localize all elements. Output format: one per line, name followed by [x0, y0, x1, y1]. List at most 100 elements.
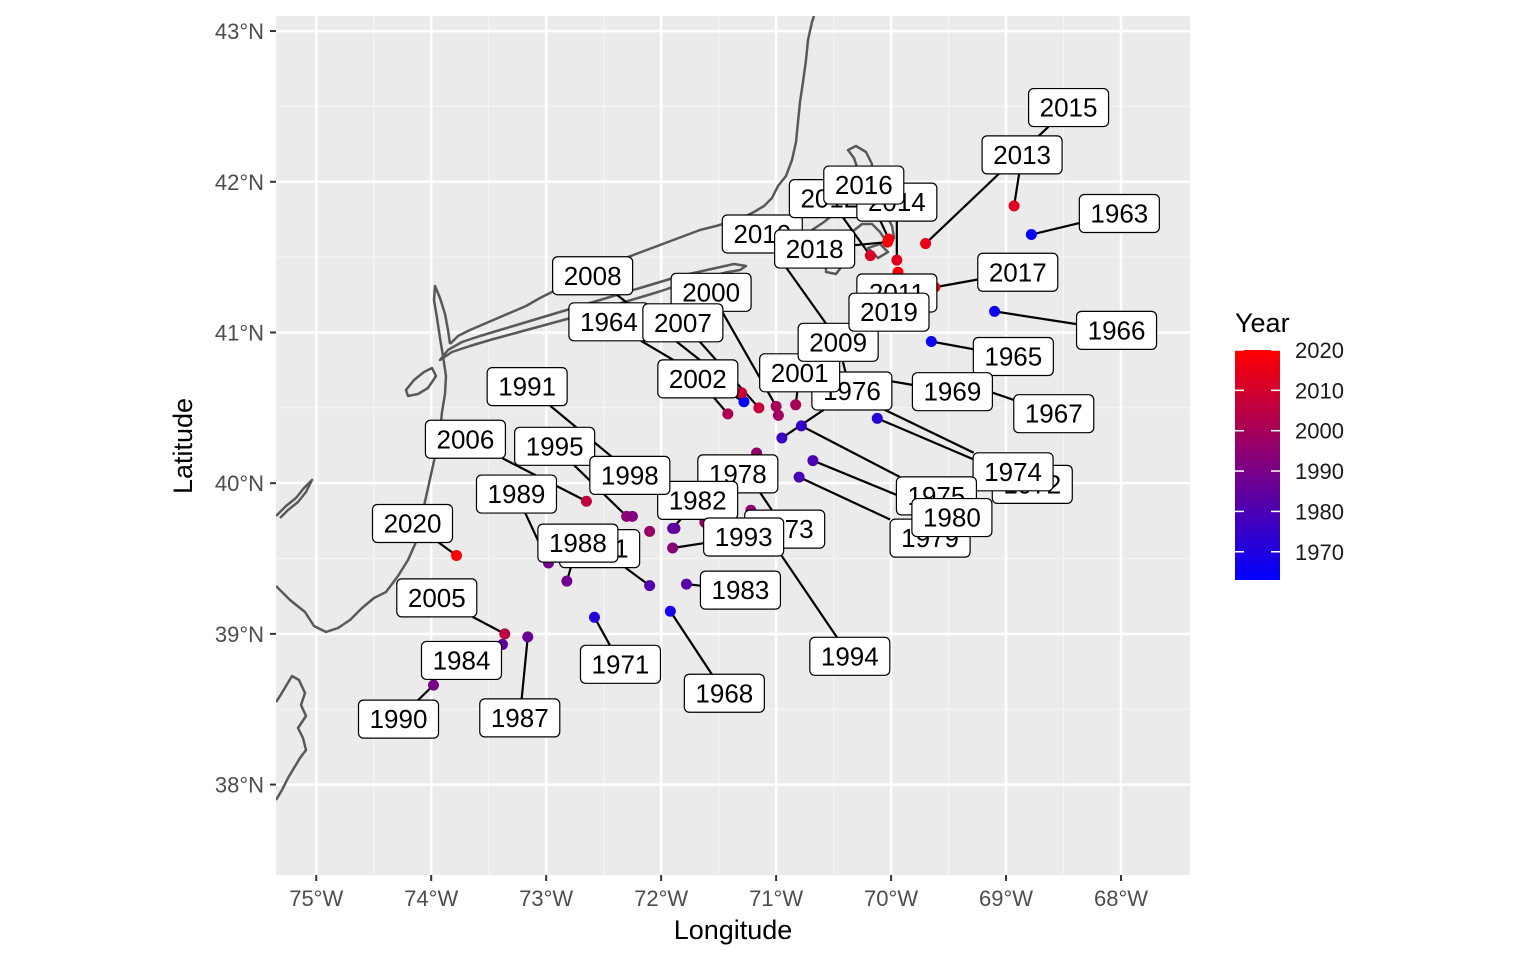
- point-label: 1964: [568, 302, 650, 342]
- legend-tick-label: 1990: [1295, 459, 1344, 484]
- point-label-box: [552, 256, 634, 296]
- legend-tick-label: 1970: [1295, 540, 1344, 565]
- point-label-text: 2018: [786, 234, 844, 264]
- point-label: 1991: [486, 367, 568, 407]
- legend-colorbar: [1235, 350, 1280, 580]
- data-point: [864, 250, 876, 262]
- data-point: [580, 495, 592, 507]
- point-label: 1965: [972, 336, 1054, 377]
- point-label-box: [774, 229, 856, 269]
- point-label: 1990: [357, 699, 440, 739]
- label-leader-line: [669, 610, 713, 675]
- data-point: [451, 550, 463, 562]
- point-label-text: 2000: [682, 277, 740, 307]
- point-label-text: 1995: [526, 431, 584, 461]
- point-label: 2017: [977, 252, 1059, 292]
- legend-tick-label: 2000: [1295, 419, 1344, 444]
- x-tick-label: 68°W: [1094, 886, 1148, 911]
- point-label: 1968: [683, 673, 765, 713]
- data-point: [882, 236, 894, 248]
- data-point: [722, 408, 734, 420]
- y-tick-label: 43°N: [215, 19, 264, 44]
- point-label-text: 1980: [923, 503, 981, 533]
- point-label-box: [683, 673, 765, 713]
- y-tick-label: 38°N: [215, 773, 264, 798]
- y-tick-label: 41°N: [215, 320, 264, 345]
- point-label-box: [657, 359, 739, 399]
- point-label-text: 1984: [433, 645, 491, 675]
- data-point: [770, 400, 782, 412]
- point-label: 1984: [420, 640, 503, 681]
- x-tick-label: 71°W: [749, 886, 803, 911]
- data-point: [989, 305, 1001, 317]
- point-label: 1987: [479, 698, 561, 738]
- label-leader-line: [800, 424, 901, 478]
- data-point: [891, 254, 903, 266]
- point-label-box: [537, 523, 619, 563]
- x-tick-label: 74°W: [404, 886, 458, 911]
- point-label: 1998: [589, 455, 671, 495]
- point-label: 2015: [1027, 87, 1110, 128]
- point-label-box: [357, 699, 440, 739]
- point-label-text: 1969: [923, 377, 981, 407]
- point-label-box: [396, 578, 478, 618]
- legend-title: Year: [1235, 308, 1290, 338]
- point-label-box: [642, 303, 724, 343]
- legend-ticks: 1970 1980 1990 2000 2010 2020: [1235, 338, 1344, 565]
- data-point: [793, 471, 805, 483]
- label-leader-line: [854, 240, 888, 247]
- data-point: [772, 409, 784, 421]
- point-label-box: [1078, 193, 1160, 234]
- point-label: 1982: [657, 480, 739, 520]
- point-label: 2002: [657, 359, 739, 399]
- point-label-text: 2013: [993, 140, 1051, 170]
- point-label-box: [589, 455, 671, 495]
- point-label-text: 1991: [498, 372, 556, 402]
- point-label-text: 2019: [860, 297, 918, 327]
- point-label: 1980: [911, 497, 993, 538]
- x-tick-label: 72°W: [634, 886, 688, 911]
- point-label-box: [371, 503, 454, 544]
- data-point: [561, 575, 573, 587]
- point-label-box: [579, 644, 662, 684]
- point-label-text: 1994: [821, 641, 879, 671]
- x-axis-title: Longitude: [674, 915, 793, 945]
- y-tick-label: 40°N: [215, 471, 264, 496]
- point-label-box: [1075, 310, 1158, 350]
- data-point: [669, 522, 681, 534]
- point-label-text: 1998: [601, 460, 659, 490]
- point-label-text: 1990: [370, 704, 428, 734]
- point-label-text: 1987: [491, 703, 549, 733]
- point-label: 1974: [972, 452, 1054, 492]
- point-label-box: [703, 517, 785, 557]
- data-point: [795, 420, 807, 432]
- point-label-box: [514, 426, 596, 466]
- point-label-text: 2017: [989, 257, 1047, 287]
- point-label-text: 1993: [715, 522, 773, 552]
- point-label: 2016: [823, 165, 905, 205]
- point-label-text: 1971: [592, 649, 650, 679]
- label-leader-line: [994, 310, 1077, 326]
- point-label: 2007: [642, 303, 724, 343]
- point-label: 1969: [911, 372, 993, 412]
- point-label-text: 1966: [1088, 315, 1146, 345]
- label-leader-line: [520, 636, 529, 699]
- point-label-box: [657, 480, 739, 520]
- point-label-text: 2002: [669, 364, 727, 394]
- point-label-text: 2009: [809, 327, 867, 357]
- y-axis-title: Latitude: [168, 398, 198, 494]
- point-label-box: [911, 497, 993, 538]
- point-label-text: 1968: [695, 678, 753, 708]
- point-label-text: 1963: [1090, 199, 1148, 229]
- point-label: 1989: [475, 474, 558, 514]
- data-point: [920, 238, 932, 250]
- axis-ticks: 75°W 74°W 73°W 72°W 71°W 70°W 69°W 68°W 38°N 39°N…: [215, 19, 1148, 911]
- label-leader-line: [812, 459, 913, 503]
- point-label-box: [911, 372, 993, 412]
- point-label-text: 1988: [549, 528, 607, 558]
- data-point: [644, 580, 656, 592]
- data-point: [1025, 229, 1037, 241]
- data-point: [522, 631, 534, 643]
- point-label: 2013: [981, 135, 1063, 175]
- point-label: 2001: [759, 353, 841, 393]
